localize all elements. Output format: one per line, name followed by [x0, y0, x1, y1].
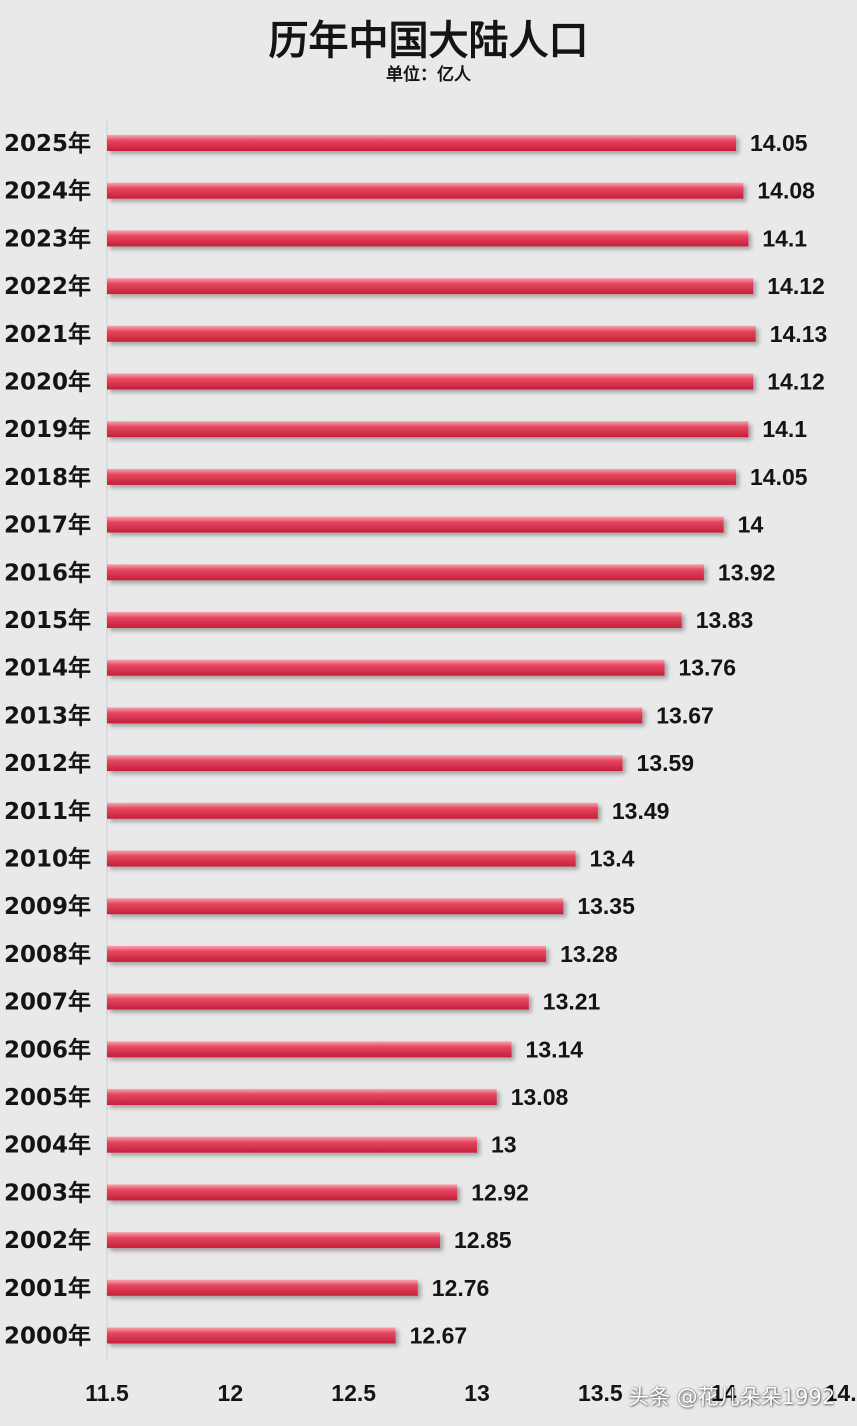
value-label-25: 12.67 [410, 1323, 468, 1349]
x-tick-label-0: 11.5 [85, 1380, 129, 1406]
watermark: 头条 @花儿朵朵1992 [628, 1385, 836, 1409]
x-tick-label-4: 13.5 [578, 1380, 623, 1406]
y-tick-label-23: 2002年 [4, 1227, 91, 1254]
value-label-22: 12.92 [471, 1179, 529, 1205]
y-tick-label-22: 2003年 [4, 1179, 91, 1206]
chart-title: 历年中国大陆人口 [268, 18, 589, 64]
value-label-0: 14.05 [750, 130, 808, 156]
value-label-15: 13.4 [590, 846, 635, 872]
bar-25 [107, 1327, 396, 1344]
value-label-5: 14.12 [767, 369, 825, 395]
chart-subtitle: 单位：亿人 [386, 65, 471, 85]
value-label-21: 13 [491, 1132, 517, 1158]
value-label-12: 13.67 [656, 702, 714, 728]
y-tick-label-8: 2017年 [4, 512, 91, 539]
value-label-20: 13.08 [511, 1084, 569, 1110]
bar-15 [107, 850, 576, 867]
bar-4 [107, 325, 756, 342]
value-label-2: 14.1 [762, 225, 807, 251]
y-tick-label-3: 2022年 [4, 273, 91, 300]
value-label-4: 14.13 [770, 321, 828, 347]
value-label-13: 13.59 [637, 750, 695, 776]
y-tick-label-19: 2006年 [4, 1036, 91, 1063]
bar-3 [107, 278, 754, 295]
y-tick-label-21: 2004年 [4, 1132, 91, 1159]
bar-2 [107, 230, 749, 247]
bar-8 [107, 516, 724, 533]
y-tick-label-7: 2018年 [4, 464, 91, 491]
value-label-6: 14.1 [762, 416, 807, 442]
y-tick-label-5: 2020年 [4, 369, 91, 396]
y-tick-label-9: 2016年 [4, 559, 91, 586]
bar-9 [107, 564, 704, 581]
value-label-10: 13.83 [696, 607, 754, 633]
bar-10 [107, 612, 682, 628]
x-tick-label-6: 14.5 [825, 1380, 857, 1406]
value-label-1: 14.08 [757, 178, 815, 204]
y-tick-label-25: 2000年 [4, 1323, 91, 1350]
y-tick-label-1: 2024年 [4, 178, 91, 205]
bar-16 [107, 898, 564, 915]
bar-5 [107, 373, 754, 390]
value-label-18: 13.21 [543, 989, 601, 1015]
bar-12 [107, 707, 643, 724]
bar-0 [107, 135, 736, 151]
y-tick-label-0: 2025年 [4, 130, 91, 157]
bar-18 [107, 993, 529, 1010]
value-label-11: 13.76 [678, 655, 736, 681]
y-tick-label-17: 2008年 [4, 941, 91, 968]
y-tick-label-11: 2014年 [4, 655, 91, 682]
bar-6 [107, 421, 749, 438]
y-tick-label-15: 2010年 [4, 846, 91, 873]
y-tick-label-2: 2023年 [4, 225, 91, 252]
x-tick-label-5: 14 [711, 1380, 737, 1406]
bar-13 [107, 755, 623, 772]
bar-19 [107, 1041, 512, 1058]
bar-11 [107, 659, 665, 676]
y-tick-label-14: 2011年 [4, 798, 91, 825]
bar-17 [107, 945, 547, 962]
value-label-16: 13.35 [577, 893, 635, 919]
value-label-9: 13.92 [718, 559, 776, 585]
bar-22 [107, 1184, 458, 1201]
value-label-19: 13.14 [526, 1036, 584, 1062]
x-tick-label-1: 12 [218, 1380, 244, 1406]
y-tick-label-20: 2005年 [4, 1084, 91, 1111]
y-tick-label-10: 2015年 [4, 607, 91, 634]
bar-1 [107, 182, 744, 199]
y-tick-label-16: 2009年 [4, 893, 91, 920]
x-tick-label-2: 12.5 [331, 1380, 376, 1406]
y-tick-label-6: 2019年 [4, 416, 91, 443]
y-tick-label-13: 2012年 [4, 750, 91, 777]
bar-21 [107, 1136, 477, 1153]
bar-20 [107, 1089, 497, 1105]
value-label-23: 12.85 [454, 1227, 512, 1253]
y-tick-label-18: 2007年 [4, 989, 91, 1016]
value-label-3: 14.12 [767, 273, 825, 299]
bar-14 [107, 802, 598, 819]
value-label-24: 12.76 [432, 1275, 490, 1301]
value-label-17: 13.28 [560, 941, 618, 967]
bar-23 [107, 1232, 440, 1249]
x-tick-label-3: 13 [464, 1380, 490, 1406]
bar-7 [107, 468, 736, 485]
value-label-14: 13.49 [612, 798, 670, 824]
y-tick-label-12: 2013年 [4, 702, 91, 729]
value-label-7: 14.05 [750, 464, 808, 490]
y-tick-label-24: 2001年 [4, 1275, 91, 1302]
y-tick-label-4: 2021年 [4, 321, 91, 348]
value-label-8: 14 [738, 512, 764, 538]
bar-24 [107, 1279, 418, 1296]
